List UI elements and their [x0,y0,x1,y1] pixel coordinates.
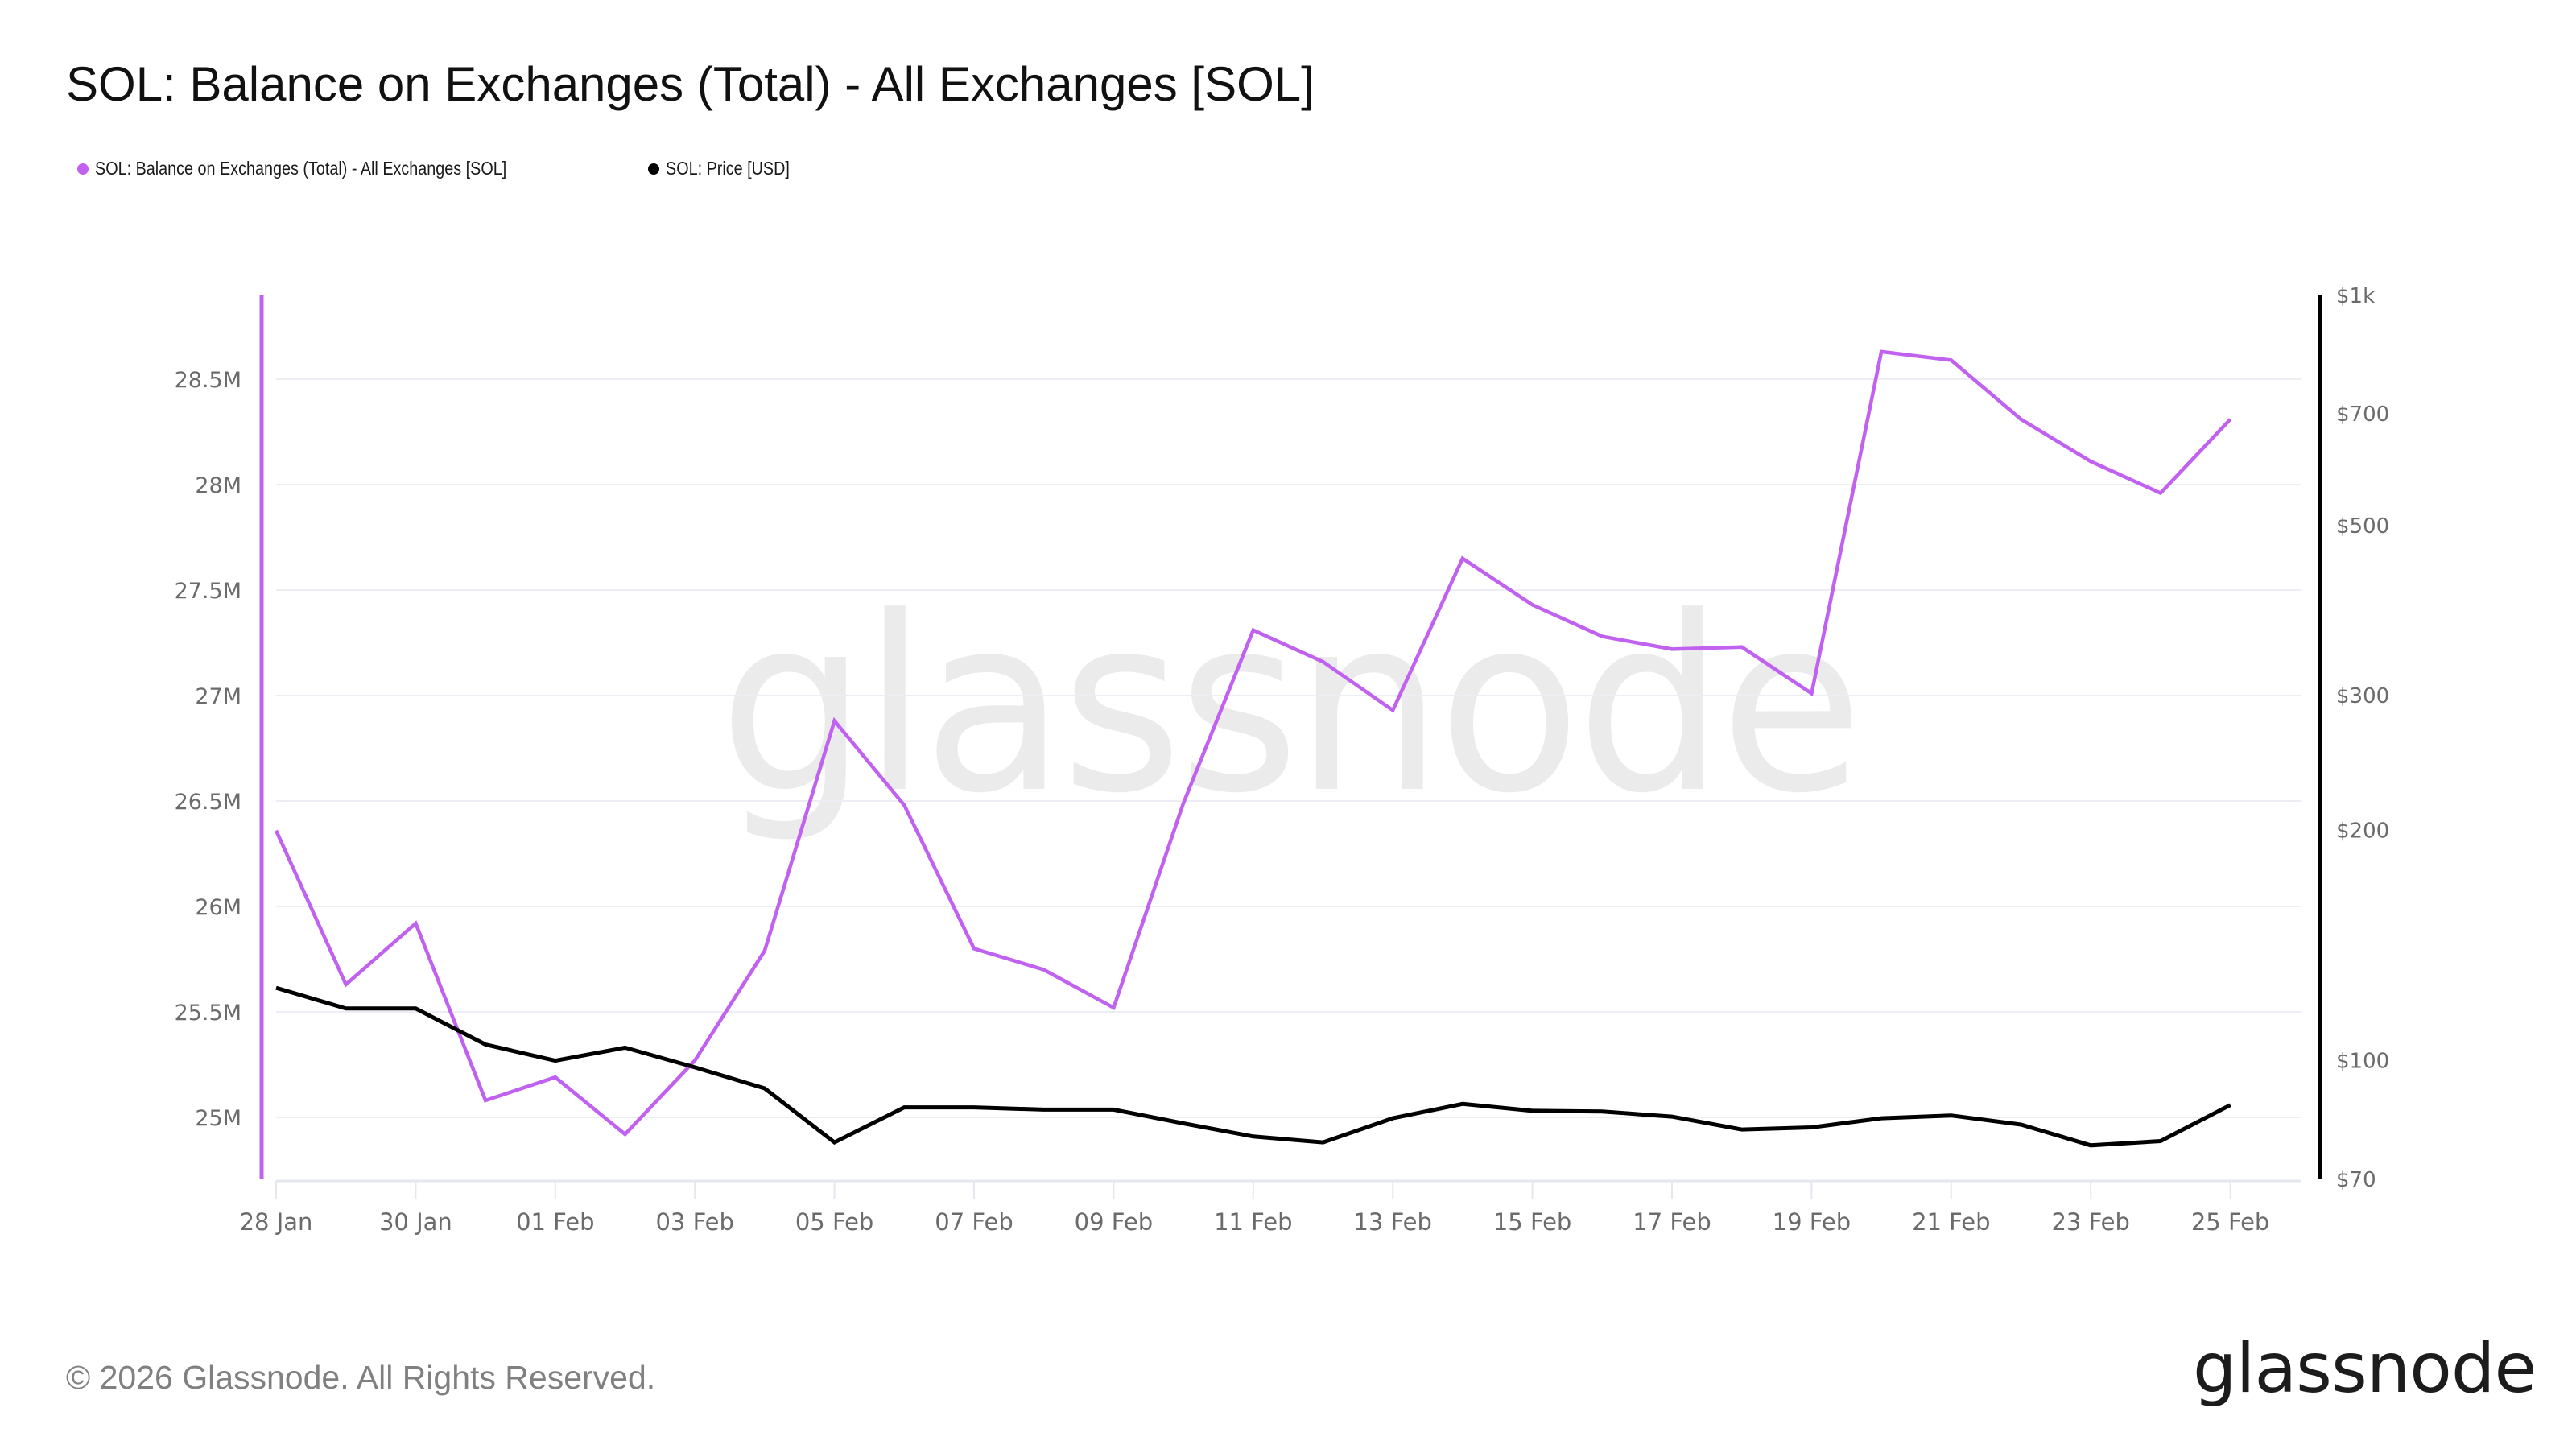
x-axis-tick-label: 21 Feb [1912,1208,1990,1236]
watermark: glassnode [719,565,1864,846]
x-axis-tick-label: 19 Feb [1773,1208,1851,1236]
legend-dot-icon [648,163,659,175]
x-axis-tick-label: 23 Feb [2051,1208,2129,1236]
x-axis-tick-label: 01 Feb [516,1208,594,1236]
x-axis-tick-label: 17 Feb [1633,1208,1711,1236]
x-axis-tick-label: 09 Feb [1075,1208,1153,1236]
left-y-axis: 25M 25.5M 26M 26.5M 27M 27.5M 28M 28.5M [175,295,264,1179]
legend-dot-icon [77,163,89,175]
right-axis-tick-label: $500 [2336,514,2389,539]
copyright-text: © 2026 Glassnode. All Rights Reserved. [66,1359,656,1396]
left-axis-tick-label: 28.5M [175,368,242,393]
x-axis-tick-label: 25 Feb [2191,1208,2269,1236]
left-axis-tick-label: 25.5M [175,1001,242,1026]
x-axis-tick-label: 28 Jan [240,1208,313,1236]
price-series-line[interactable] [275,985,2231,1148]
legend-label: SOL: Balance on Exchanges (Total) - All … [95,158,507,179]
x-axis-tick-label: 03 Feb [655,1208,733,1236]
watermark-text: glassnode [719,565,1859,846]
chart-title: SOL: Balance on Exchanges (Total) - All … [66,57,1315,111]
left-axis-tick-label: 28M [195,473,242,498]
x-axis-tick-label: 13 Feb [1353,1208,1431,1236]
legend-label: SOL: Price [USD] [666,158,790,179]
left-axis-tick-label: 26M [195,895,242,920]
right-axis-tick-label: $200 [2336,819,2389,843]
left-axis-tick-label: 27M [195,684,242,709]
glassnode-logo: glassnode [2193,1328,2537,1409]
left-axis-tick-label: 26.5M [175,790,242,815]
legend-item-balance[interactable]: SOL: Balance on Exchanges (Total) - All … [77,158,574,180]
legend-item-price[interactable]: SOL: Price [USD] [648,158,810,180]
x-axis-tick-label: 15 Feb [1493,1208,1571,1236]
right-axis-tick-label: $1k [2336,284,2375,308]
right-axis-tick-label: $70 [2336,1168,2376,1192]
left-axis-tick-label: 27.5M [175,579,242,604]
right-axis-tick-label: $300 [2336,684,2389,708]
x-axis: 28 Jan 30 Jan 01 Feb 03 Feb 05 Feb 07 Feb 09 F… [240,1179,2301,1236]
x-axis-tick-label: 05 Feb [795,1208,873,1236]
left-axis-tick-label: 25M [195,1106,242,1131]
right-axis-tick-label: $100 [2336,1050,2389,1074]
right-axis-tick-label: $700 [2336,402,2389,427]
x-axis-tick-label: 07 Feb [935,1208,1013,1236]
right-y-axis: $70 $100 $200 $300 $500 $700 $1k [2318,284,2389,1192]
x-axis-tick-label: 30 Jan [379,1208,452,1236]
x-axis-tick-label: 11 Feb [1214,1208,1292,1236]
balance-series-line[interactable] [274,349,2232,1137]
series-lines [274,349,2232,1148]
